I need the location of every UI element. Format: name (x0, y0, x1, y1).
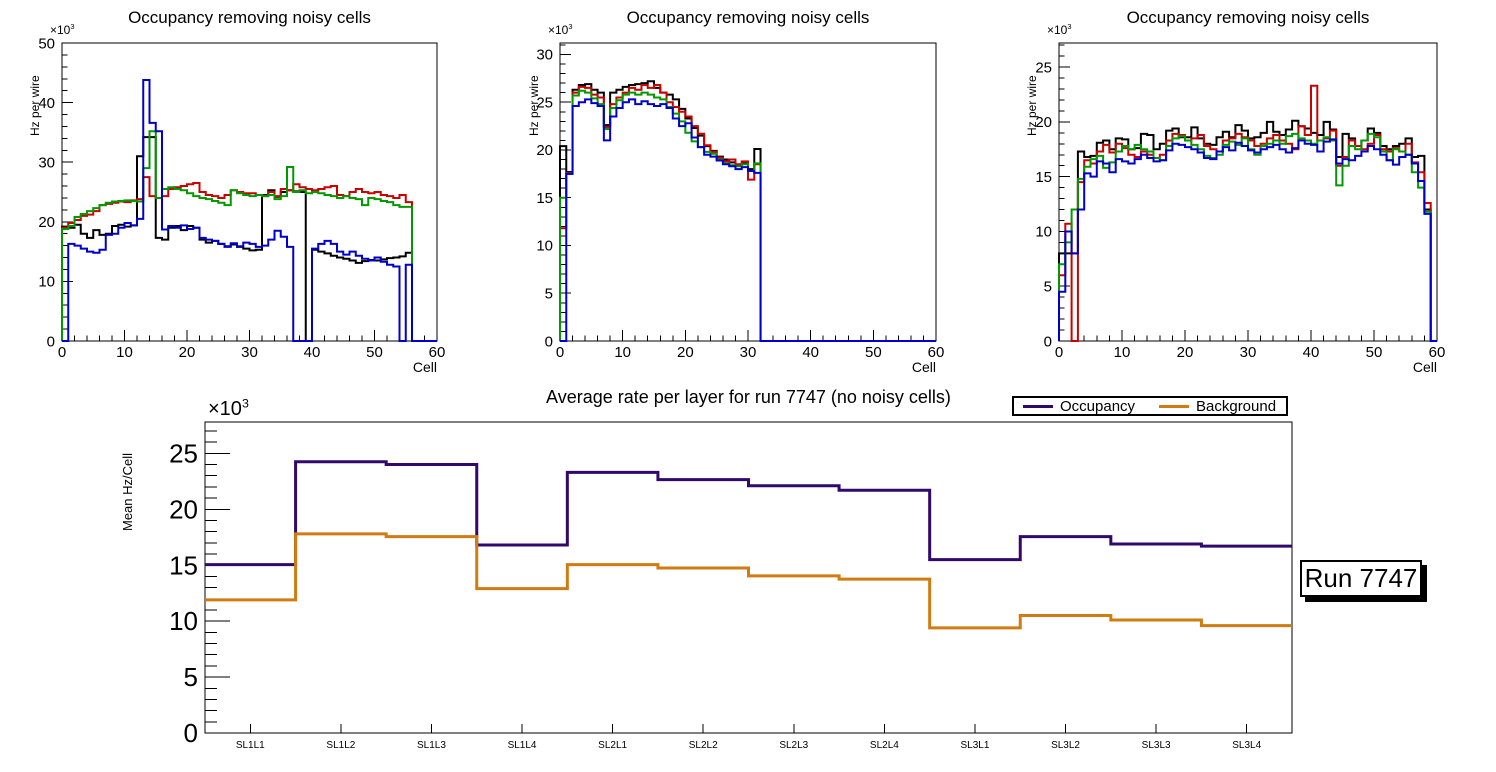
svg-text:SL3L3: SL3L3 (1142, 740, 1171, 751)
svg-text:25: 25 (536, 94, 553, 111)
svg-text:10: 10 (536, 238, 553, 255)
y-axis-exponent-2: ×103 (548, 22, 573, 37)
svg-text:20: 20 (677, 344, 694, 361)
svg-text:SL1L4: SL1L4 (508, 740, 537, 751)
plot-title-3: Occupancy removing noisy cells (1126, 8, 1370, 27)
svg-text:50: 50 (1366, 344, 1383, 361)
svg-text:15: 15 (1035, 169, 1052, 186)
svg-text:5: 5 (184, 662, 198, 692)
svg-text:SL3L1: SL3L1 (960, 740, 989, 751)
svg-text:SL2L1: SL2L1 (598, 740, 627, 751)
svg-text:20: 20 (179, 344, 196, 361)
occupancy-line-swatch (1023, 404, 1053, 408)
y-axis-exponent-1: ×103 (50, 22, 75, 37)
occupancy-plot-3: Occupancy removing noisy cells ×103 Hz p… (997, 0, 1496, 385)
svg-text:0: 0 (58, 344, 66, 361)
svg-text:20: 20 (1177, 344, 1194, 361)
svg-text:50: 50 (38, 35, 55, 52)
legend: Occupancy Background (1012, 396, 1288, 416)
average-rate-plot: Average rate per layer for run 7747 (no … (0, 385, 1496, 772)
svg-text:Cell: Cell (912, 359, 936, 375)
svg-text:30: 30 (241, 344, 258, 361)
svg-text:SL3L4: SL3L4 (1232, 740, 1261, 751)
svg-text:20: 20 (38, 214, 55, 231)
svg-text:10: 10 (116, 344, 133, 361)
svg-text:5: 5 (1044, 278, 1052, 295)
svg-text:20: 20 (1035, 114, 1052, 131)
svg-text:40: 40 (304, 344, 321, 361)
svg-text:0: 0 (47, 333, 55, 350)
plot-title-2: Occupancy removing noisy cells (626, 8, 870, 27)
occupancy-plot-1: Occupancy removing noisy cells ×103 Hz p… (0, 0, 499, 385)
legend-entry-background: Background (1150, 398, 1286, 415)
svg-text:30: 30 (536, 47, 553, 64)
svg-text:50: 50 (865, 344, 882, 361)
y-axis-exponent-3: ×103 (1047, 22, 1072, 37)
svg-text:SL1L2: SL1L2 (326, 740, 355, 751)
background-line-swatch (1159, 404, 1189, 408)
svg-text:40: 40 (38, 95, 55, 112)
svg-text:30: 30 (1240, 344, 1257, 361)
svg-text:SL2L2: SL2L2 (689, 740, 718, 751)
svg-text:25: 25 (1035, 59, 1052, 76)
svg-text:15: 15 (536, 190, 553, 207)
svg-text:30: 30 (38, 154, 55, 171)
svg-text:SL1L3: SL1L3 (417, 740, 446, 751)
svg-text:50: 50 (366, 344, 383, 361)
svg-text:SL2L3: SL2L3 (779, 740, 808, 751)
svg-text:0: 0 (1055, 344, 1063, 361)
svg-text:10: 10 (1114, 344, 1131, 361)
svg-text:5: 5 (545, 285, 553, 302)
svg-text:60: 60 (429, 344, 446, 361)
legend-label-occupancy: Occupancy (1060, 397, 1136, 415)
run-label-text: Run 7747 (1304, 563, 1418, 593)
svg-text:Cell: Cell (1413, 359, 1437, 375)
svg-text:10: 10 (1035, 224, 1052, 241)
svg-text:SL3L2: SL3L2 (1051, 740, 1080, 751)
svg-text:20: 20 (536, 142, 553, 159)
svg-text:10: 10 (169, 606, 198, 636)
svg-text:0: 0 (556, 344, 564, 361)
legend-entry-occupancy: Occupancy (1014, 398, 1150, 415)
svg-text:25: 25 (169, 438, 198, 468)
svg-text:60: 60 (1429, 344, 1446, 361)
svg-text:Cell: Cell (413, 359, 437, 375)
svg-text:10: 10 (38, 274, 55, 291)
svg-text:0: 0 (1044, 333, 1052, 350)
svg-text:60: 60 (928, 344, 945, 361)
svg-text:40: 40 (802, 344, 819, 361)
svg-text:20: 20 (169, 494, 198, 524)
svg-text:SL1L1: SL1L1 (236, 740, 265, 751)
plot-title-bottom: Average rate per layer for run 7747 (no … (546, 387, 951, 407)
svg-text:40: 40 (1303, 344, 1320, 361)
svg-text:SL2L4: SL2L4 (870, 740, 899, 751)
svg-text:0: 0 (184, 718, 198, 748)
average-rate-canvas: 0 5 10 15 20 25 SL1L1 SL1L2 SL1L3 SL1L4 SL2L1 SL2L2… (169, 421, 1293, 751)
svg-text:0: 0 (545, 333, 553, 350)
svg-text:15: 15 (169, 550, 198, 580)
svg-text:10: 10 (614, 344, 631, 361)
legend-label-background: Background (1196, 397, 1277, 415)
svg-text:30: 30 (740, 344, 757, 361)
y-axis-exponent-bottom: ×103 (208, 396, 249, 420)
occupancy-plot-2: Occupancy removing noisy cells ×103 Hz p… (499, 0, 997, 385)
plot-title-1: Occupancy removing noisy cells (128, 8, 371, 27)
run-label-box: Run 7747 (1300, 560, 1422, 597)
